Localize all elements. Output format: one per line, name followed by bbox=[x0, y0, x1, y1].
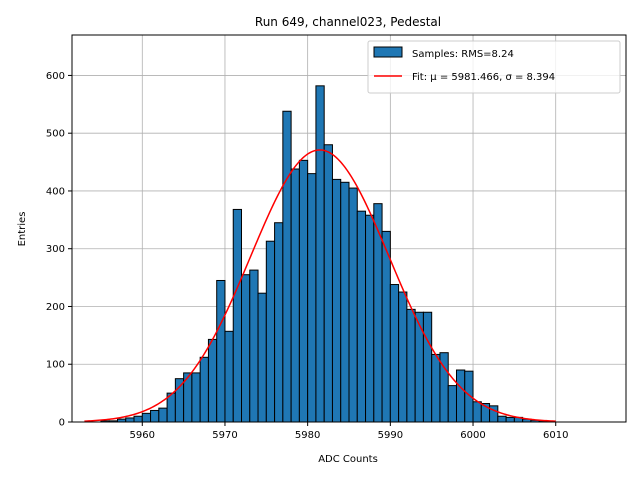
x-tick-label: 6010 bbox=[543, 430, 568, 441]
x-tick-label: 5960 bbox=[130, 430, 155, 441]
legend-box bbox=[367, 40, 621, 94]
histogram-bar bbox=[431, 353, 441, 423]
histogram-bar bbox=[447, 385, 457, 423]
chart-title: Run 649, channel023, Pedestal bbox=[255, 15, 441, 29]
histogram-bar bbox=[125, 417, 135, 423]
y-axis-ticks: 0 100 200 300 400 500 600 bbox=[46, 71, 72, 429]
histogram-bar bbox=[398, 291, 408, 423]
histogram-bar bbox=[340, 181, 350, 423]
histogram-bar bbox=[207, 338, 218, 423]
histogram-bar bbox=[365, 214, 375, 423]
histogram-bar bbox=[241, 274, 251, 423]
x-tick-label: 5990 bbox=[378, 430, 403, 441]
histogram-bar bbox=[323, 144, 333, 423]
histogram-bar bbox=[216, 279, 226, 423]
histogram-bar bbox=[257, 292, 267, 423]
histogram-bars bbox=[100, 85, 548, 423]
histogram-bar bbox=[249, 269, 259, 423]
histogram-bar bbox=[224, 330, 234, 423]
histogram-bar bbox=[497, 415, 507, 423]
histogram-bar bbox=[174, 378, 185, 423]
histogram-bar bbox=[315, 85, 325, 423]
legend-label-samples: Samples: RMS=8.24 bbox=[412, 49, 514, 60]
histogram-bar bbox=[158, 407, 168, 423]
x-tick-label: 5970 bbox=[212, 430, 237, 441]
histogram-bar bbox=[381, 230, 391, 423]
histogram-bar bbox=[406, 308, 416, 423]
histogram-bar bbox=[348, 187, 358, 423]
histogram-bar bbox=[389, 284, 400, 423]
histogram-bar bbox=[331, 178, 342, 423]
y-tick-label: 500 bbox=[46, 129, 65, 140]
histogram-bar bbox=[191, 372, 201, 423]
y-tick-label: 0 bbox=[59, 418, 65, 429]
y-tick-label: 400 bbox=[46, 186, 65, 197]
legend-label-fit: Fit: μ = 5981.466, σ = 8.394 bbox=[412, 72, 555, 83]
y-tick-label: 600 bbox=[46, 71, 65, 82]
histogram-bar bbox=[472, 401, 482, 423]
legend: Samples: RMS=8.24 Fit: μ = 5981.466, σ =… bbox=[367, 40, 621, 94]
fit-curve bbox=[84, 149, 556, 422]
y-axis-label: Entries bbox=[17, 212, 28, 247]
legend-swatch-samples bbox=[373, 46, 403, 58]
histogram-bar bbox=[199, 356, 209, 423]
histogram-bar bbox=[505, 416, 515, 423]
histogram-bar bbox=[422, 311, 433, 423]
histogram-bar bbox=[356, 210, 367, 423]
histogram-bar bbox=[150, 409, 160, 423]
histogram-bar bbox=[282, 110, 292, 423]
y-tick-label: 200 bbox=[46, 302, 65, 313]
histogram-bar bbox=[414, 311, 424, 423]
x-axis-label: ADC Counts bbox=[318, 454, 378, 465]
y-tick-label: 100 bbox=[46, 360, 65, 371]
histogram-bar bbox=[307, 173, 317, 423]
histogram-bar bbox=[141, 412, 152, 423]
x-tick-label: 5980 bbox=[295, 430, 320, 441]
x-tick-label: 6000 bbox=[460, 430, 485, 441]
plot-frame bbox=[71, 34, 627, 423]
histogram-bar bbox=[232, 208, 243, 423]
histogram-bar bbox=[455, 369, 466, 423]
histogram-bar bbox=[265, 240, 276, 423]
histogram-bar bbox=[274, 222, 284, 423]
y-tick-label: 300 bbox=[46, 244, 65, 255]
x-axis-ticks: 5960 5970 5980 5990 6000 6010 bbox=[130, 422, 568, 441]
histogram-bar bbox=[290, 168, 300, 423]
histogram-bar bbox=[133, 415, 143, 423]
histogram-bar bbox=[298, 159, 309, 423]
